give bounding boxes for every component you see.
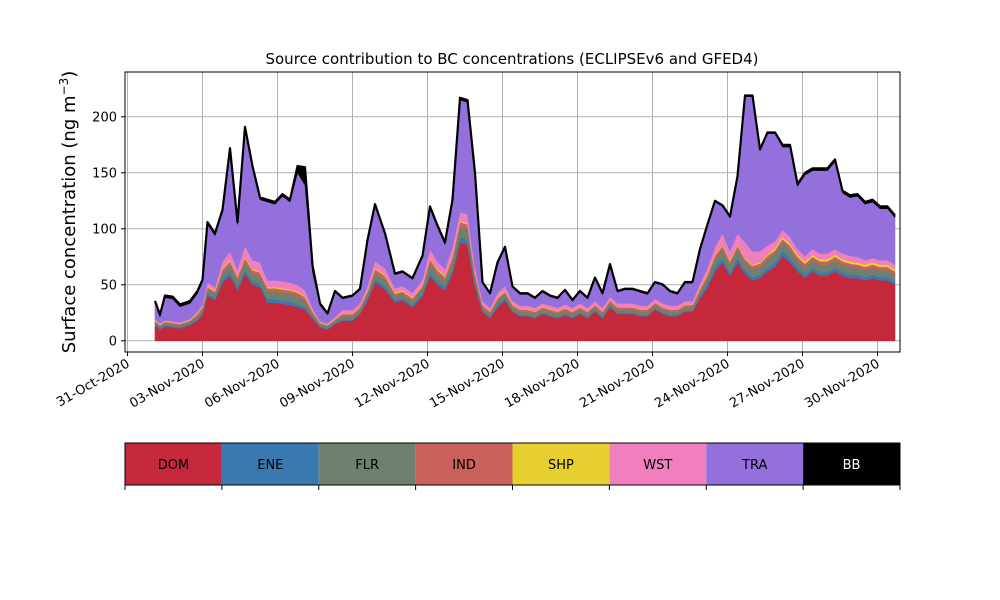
legend-swatch-ind	[415, 443, 513, 485]
legend-swatch-shp	[512, 443, 610, 485]
y-tick-label: 0	[109, 334, 117, 349]
y-label-close: )	[59, 71, 80, 78]
x-tick-label: 15-Nov-2020	[427, 356, 507, 411]
y-label-main: Surface concentration (ng m	[59, 95, 80, 353]
x-tick-label: 31-Oct-2020	[54, 356, 132, 410]
y-axis: 0 50 100 150 200	[92, 110, 125, 349]
y-axis-label: Surface concentration (ng m−3)	[57, 71, 80, 354]
legend-label-bb: BB	[843, 458, 861, 473]
legend-label-wst: WST	[643, 458, 672, 473]
legend-label-ene: ENE	[257, 458, 283, 473]
total-outline	[153, 94, 896, 316]
y-tick-label: 50	[100, 278, 117, 293]
legend: DOM ENE FLR IND SHP WST TRA BB	[124, 442, 901, 490]
legend-swatch-ene	[221, 443, 319, 485]
x-tick-label: 12-Nov-2020	[352, 356, 432, 411]
legend-swatch-tra	[706, 443, 804, 485]
x-tick-label: 18-Nov-2020	[502, 356, 582, 411]
x-tick-label: 30-Nov-2020	[802, 356, 882, 411]
x-tick-label: 24-Nov-2020	[652, 356, 732, 411]
y-tick-label: 100	[92, 222, 117, 237]
legend-label-shp: SHP	[548, 458, 574, 473]
legend-label-dom: DOM	[158, 458, 189, 473]
x-axis: 31-Oct-202003-Nov-202006-Nov-202009-Nov-…	[54, 352, 883, 411]
legend-label-flr: FLR	[355, 458, 379, 473]
x-tick-label: 06-Nov-2020	[202, 356, 282, 411]
legend-swatch-bb	[803, 443, 900, 485]
y-tick-label: 200	[92, 110, 117, 125]
plot-frame	[124, 71, 901, 353]
legend-label-ind: IND	[452, 458, 476, 473]
stacked-areas	[153, 94, 896, 342]
y-label-sup: −3	[57, 78, 71, 96]
legend-swatch-flr	[318, 443, 416, 485]
x-tick-label: 09-Nov-2020	[277, 356, 357, 411]
legend-label-tra: TRA	[741, 458, 767, 473]
x-tick-label: 21-Nov-2020	[577, 356, 657, 411]
x-tick-label: 27-Nov-2020	[727, 356, 807, 411]
legend-swatch-wst	[609, 443, 707, 485]
legend-swatch-dom	[125, 443, 222, 485]
y-tick-label: 150	[92, 166, 117, 181]
chart-title: Source contribution to BC concentrations…	[265, 50, 758, 68]
x-tick-label: 03-Nov-2020	[127, 356, 207, 411]
